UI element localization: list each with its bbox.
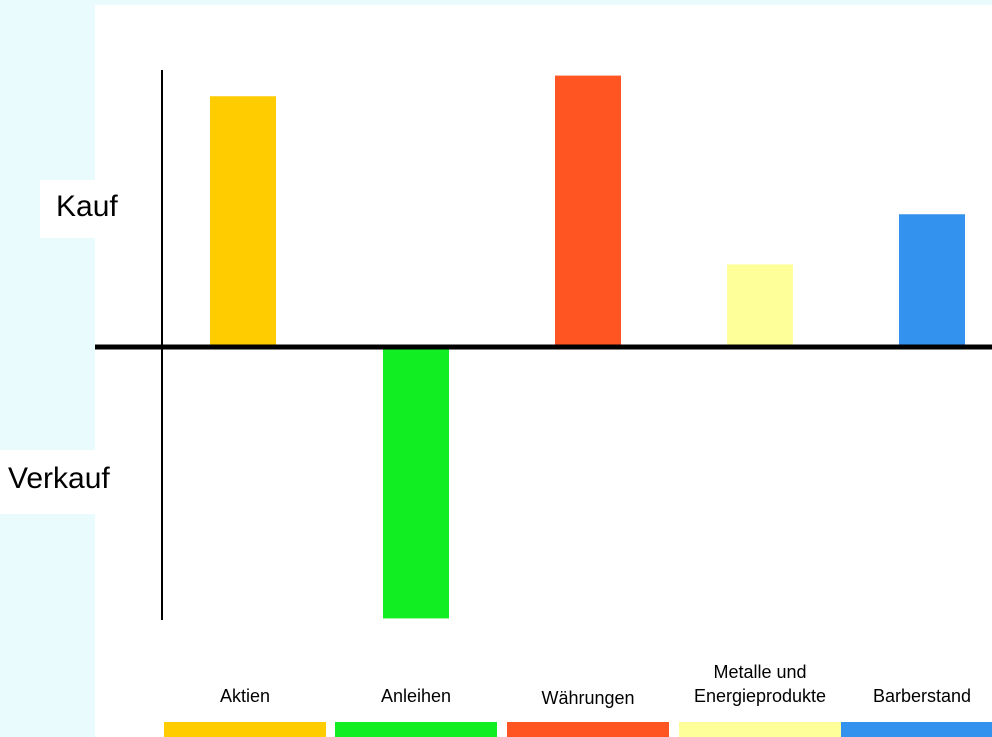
swatch-5 bbox=[841, 722, 992, 737]
bar-5 bbox=[899, 214, 965, 347]
bar-3 bbox=[555, 75, 621, 347]
category-swatches bbox=[164, 722, 992, 737]
y-label-kauf: Kauf bbox=[40, 180, 136, 238]
category-label-4: Metalle und Energieprodukte bbox=[693, 662, 827, 706]
swatch-1 bbox=[164, 722, 326, 737]
bar-4 bbox=[727, 264, 793, 347]
category-label-2: Anleihen bbox=[380, 686, 452, 706]
category-label-1: Aktien bbox=[219, 686, 271, 706]
swatch-3 bbox=[507, 722, 669, 737]
category-label-3: Währungen bbox=[541, 688, 635, 708]
bar-1 bbox=[210, 96, 276, 347]
bars-layer bbox=[210, 75, 965, 619]
y-label-verkauf: Verkauf bbox=[0, 450, 150, 514]
category-label-5: Barberstand bbox=[872, 686, 972, 706]
swatch-2 bbox=[335, 722, 497, 737]
swatch-4 bbox=[679, 722, 841, 737]
bar-2 bbox=[383, 347, 449, 619]
